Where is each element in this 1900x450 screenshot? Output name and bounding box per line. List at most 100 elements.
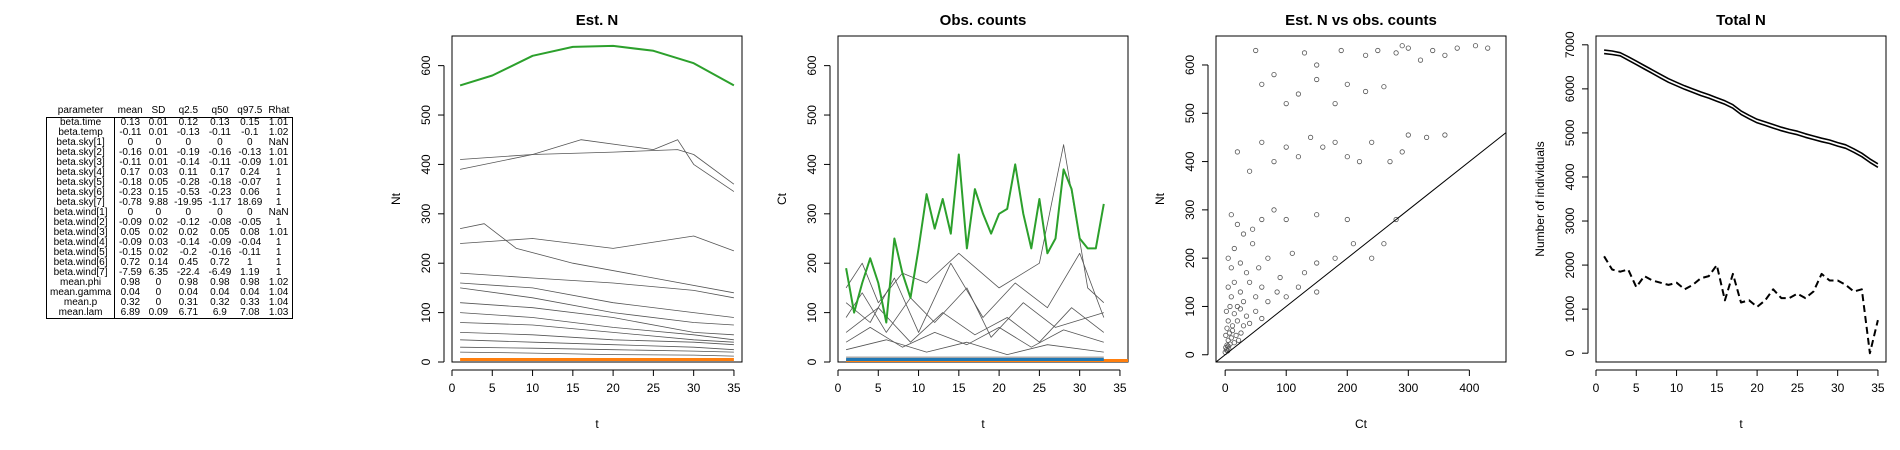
x-tick-label: 0 (1222, 381, 1229, 395)
stats-value-cell: 0 (127, 137, 134, 148)
x-tick-label: 20 (992, 381, 1006, 395)
stats-value-cell: 0.09 (148, 307, 169, 318)
series-line (460, 223, 734, 294)
stats-value-cell: 0.02 (148, 217, 169, 228)
scatter-point (1224, 325, 1230, 331)
plot-data-area (845, 144, 1128, 362)
scatter-point (1234, 149, 1241, 155)
scatter-point (1363, 52, 1369, 58)
stats-value-cell: -0.15 (119, 247, 142, 258)
stats-column-header: q50 (211, 105, 229, 116)
x-tick-label: 200 (1337, 381, 1357, 395)
x-tick-label: 15 (952, 381, 966, 395)
scatter-point (1234, 221, 1241, 227)
stats-value-cell: -0.16 (208, 247, 232, 258)
series-line (460, 332, 734, 346)
stats-value-cell: -0.16 (208, 147, 232, 158)
stats-table-body: beta.time 0.13 0.01 0.12 0.13 0.15 1.01 beta.te… (46, 117, 293, 319)
x-tick-label: 20 (606, 381, 620, 395)
scatter-point (1225, 284, 1231, 290)
x-tick-label: 35 (1113, 381, 1127, 395)
stats-value-cell: 0 (217, 207, 223, 218)
y-tick-label: 2000 (1563, 251, 1577, 278)
stats-table-row: beta.wind[3] 0.05 0.02 0.02 0.05 0.08 1.01 (46, 228, 293, 238)
stats-value-cell: 6.89 (120, 307, 141, 318)
stats-table-row: beta.wind[1] 0 0 0 0 0 NaN (46, 207, 293, 218)
stats-table-row: beta.sky[4] 0.17 0.03 0.11 0.17 0.24 1 (46, 168, 293, 178)
scatter-point (1387, 159, 1393, 165)
scatter-point (1229, 323, 1236, 329)
stats-value-cell: 0.13 (120, 117, 141, 128)
stats-parameter-cell: mean.p (46, 298, 116, 308)
scatter-point (1369, 139, 1375, 145)
scatter-point (1295, 154, 1302, 160)
scatter-point (1393, 216, 1399, 223)
stats-value-cell: 0.03 (148, 237, 169, 248)
stats-value-cell: -0.09 (208, 237, 232, 248)
stats-parameter-cell: beta.sky[5] (46, 178, 116, 188)
series-line (1603, 255, 1879, 355)
y-axis-label: Number of individuals (1533, 141, 1547, 256)
y-tick-label: 300 (805, 203, 819, 223)
scatter-point (1363, 88, 1369, 95)
stats-value-cell: -6.49 (208, 267, 232, 278)
stats-value-cell: 0.98 (210, 277, 230, 288)
stats-value-cell: 0.72 (120, 257, 141, 268)
stats-value-cell: -0.11 (238, 247, 261, 258)
series-line (1604, 52, 1879, 168)
stats-value-cell: -0.09 (119, 217, 142, 228)
stats-value-cell: 0.01 (148, 157, 169, 168)
scatter-point (1253, 294, 1259, 300)
y-tick-label: 7000 (1563, 31, 1577, 58)
chart-title: Obs. counts (940, 12, 1027, 29)
stats-value-cell: 1.01 (268, 117, 289, 128)
y-tick-label: 100 (1183, 296, 1197, 316)
scatter-point (1283, 216, 1289, 223)
x-axis-label: t (981, 417, 985, 431)
stats-value-cell: -0.14 (176, 237, 200, 248)
stats-value-cell: 0.04 (178, 287, 199, 298)
stats-value-cell: -0.78 (119, 197, 142, 208)
scatter-point (1271, 159, 1277, 165)
stats-value-cell: 0.33 (240, 297, 260, 308)
scatter-point (1381, 84, 1387, 90)
y-tick-label: 300 (1183, 200, 1197, 220)
y-tick-label: 100 (419, 302, 433, 322)
scatter-point (1227, 303, 1233, 310)
scatter-point (1228, 294, 1234, 300)
stats-parameter-cell: beta.wind[3] (46, 228, 116, 238)
scatter-point (1225, 318, 1231, 324)
stats-value-cell: -0.23 (119, 187, 142, 198)
y-tick-label: 400 (805, 154, 819, 174)
chart-panel-3: Est. N vs obs. counts Ct Nt 0 100 200 300 400 0 1… (1153, 12, 1507, 431)
scatter-point (1237, 306, 1244, 312)
x-tick-label: 5 (875, 381, 882, 395)
scatter-point (1253, 47, 1259, 54)
scatter-point (1237, 260, 1244, 266)
stats-value-cell: NaN (268, 207, 289, 218)
scatter-point (1271, 72, 1277, 78)
stats-value-cell: 0.04 (240, 287, 260, 298)
stats-parameter-cell: beta.time (46, 117, 116, 128)
scatter-point (1265, 298, 1271, 305)
series-line (845, 252, 1105, 333)
x-tick-label: 15 (566, 381, 580, 395)
stats-value-cell: 0 (185, 207, 192, 218)
chart-panel-1: Est. N t Nt 0 5 10 15 20 25 30 35 0 100 200 300 400 500 6… (389, 12, 743, 431)
stats-value-cell: 6.35 (148, 267, 169, 278)
scatter-point (1236, 337, 1242, 343)
scatter-point (1237, 289, 1244, 295)
x-tick-label: 10 (912, 381, 926, 395)
scatter-point (1393, 50, 1399, 56)
chart-title: Est. N vs obs. counts (1285, 12, 1437, 29)
scatter-point (1240, 298, 1247, 305)
stats-value-cell: 6.9 (212, 307, 227, 318)
scatter-point (1228, 265, 1234, 271)
x-tick-label: 35 (727, 381, 741, 395)
x-tick-label: 400 (1459, 381, 1479, 395)
scatter-point (1442, 52, 1448, 58)
y-tick-label: 0 (805, 358, 819, 365)
stats-value-cell: 6.71 (178, 307, 199, 318)
stats-value-cell: 1 (275, 197, 282, 208)
stats-value-cell: 0.01 (148, 127, 169, 138)
